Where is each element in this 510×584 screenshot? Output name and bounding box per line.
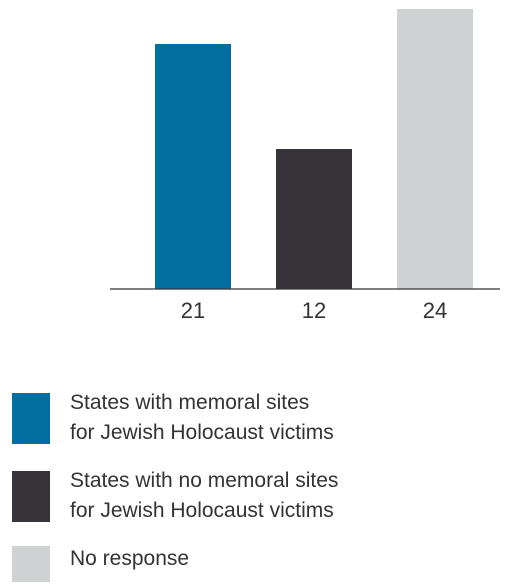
legend-label-memorial-sites: States with memoral sites for Jewish Hol… [70, 388, 490, 448]
legend-label-line: States with memoral sites [70, 388, 490, 418]
legend-item-no-memorial-sites: States with no memoral sites for Jewish … [12, 466, 502, 544]
legend-label-no-memorial-sites: States with no memoral sites for Jewish … [70, 466, 490, 526]
legend-swatch-no-memorial-sites [12, 471, 50, 522]
legend-label-line: for Jewish Holocaust victims [70, 496, 490, 526]
legend-label-line: No response [70, 544, 490, 574]
legend-label-no-response: No response [70, 544, 490, 574]
legend-item-memorial-sites: States with memoral sites for Jewish Hol… [12, 388, 502, 466]
legend: States with memoral sites for Jewish Hol… [12, 388, 502, 584]
legend-label-line: States with no memoral sites [70, 466, 490, 496]
bar-21 [155, 44, 231, 289]
tick-label: 21 [181, 298, 205, 323]
legend-item-no-response: No response [12, 544, 502, 584]
tick-label: 12 [302, 298, 326, 323]
bar-chart: 21 12 24 [0, 0, 510, 330]
bar-12 [276, 149, 352, 289]
tick-label: 24 [423, 298, 447, 323]
legend-swatch-memorial-sites [12, 393, 50, 444]
bar-24 [397, 9, 473, 289]
legend-label-line: for Jewish Holocaust victims [70, 418, 490, 448]
